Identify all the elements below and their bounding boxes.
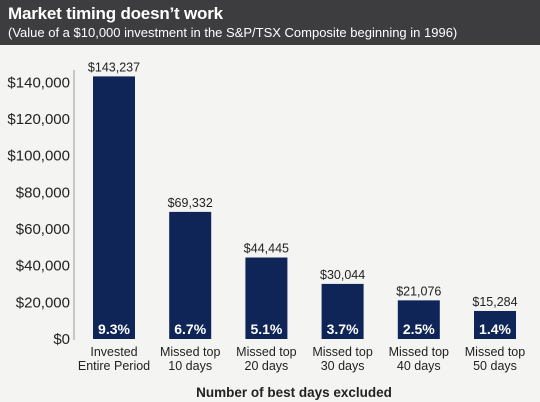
x-tick-label: 30 days <box>321 359 365 373</box>
x-tick-label: 50 days <box>473 359 517 373</box>
y-tick-label: $60,000 <box>16 221 70 238</box>
x-tick-label: Invested <box>90 345 137 359</box>
x-tick-label: Missed top <box>465 345 525 359</box>
bar-percent-label: 6.7% <box>174 321 206 337</box>
bar <box>321 283 364 339</box>
bar-percent-label: 5.1% <box>250 321 282 337</box>
chart-subtitle: (Value of a $10,000 investment in the S&… <box>8 25 458 40</box>
bar-percent-label: 3.7% <box>327 321 359 337</box>
chart-header: Market timing doesn’t work (Value of a $… <box>0 0 540 45</box>
bar <box>169 211 212 339</box>
x-tick-label: Entire Period <box>78 359 150 373</box>
bar <box>474 310 516 339</box>
y-tick-label: $140,000 <box>7 74 70 91</box>
x-tick-label: Missed top <box>236 345 296 359</box>
bar-value-label: $21,076 <box>396 284 441 298</box>
bar-percent-label: 1.4% <box>479 321 511 337</box>
bar-value-label: $44,445 <box>244 242 289 256</box>
chart-title: Market timing doesn’t work <box>8 4 223 23</box>
bar-value-label: $143,237 <box>88 60 140 74</box>
x-tick-label: 20 days <box>245 359 289 373</box>
bar-percent-label: 9.3% <box>98 321 130 337</box>
y-tick-label: $0 <box>53 331 70 348</box>
y-tick-label: $80,000 <box>16 184 70 201</box>
bar <box>397 300 440 339</box>
x-tick-label: Missed top <box>312 345 372 359</box>
y-tick-label: $100,000 <box>7 148 70 165</box>
bar-value-label: $30,044 <box>320 268 365 282</box>
bar-value-label: $15,284 <box>472 295 517 309</box>
y-tick-label: $20,000 <box>16 294 70 311</box>
y-tick-label: $40,000 <box>16 258 70 275</box>
x-tick-label: 10 days <box>168 359 212 373</box>
y-tick-label: $120,000 <box>7 111 70 128</box>
x-tick-label: 40 days <box>397 359 441 373</box>
bar-percent-label: 2.5% <box>403 321 435 337</box>
x-tick-label: Missed top <box>160 345 220 359</box>
bar <box>93 76 135 339</box>
x-axis-title: Number of best days excluded <box>196 385 392 400</box>
bar <box>245 257 288 339</box>
bar-value-label: $69,332 <box>168 196 213 210</box>
x-tick-label: Missed top <box>389 345 449 359</box>
